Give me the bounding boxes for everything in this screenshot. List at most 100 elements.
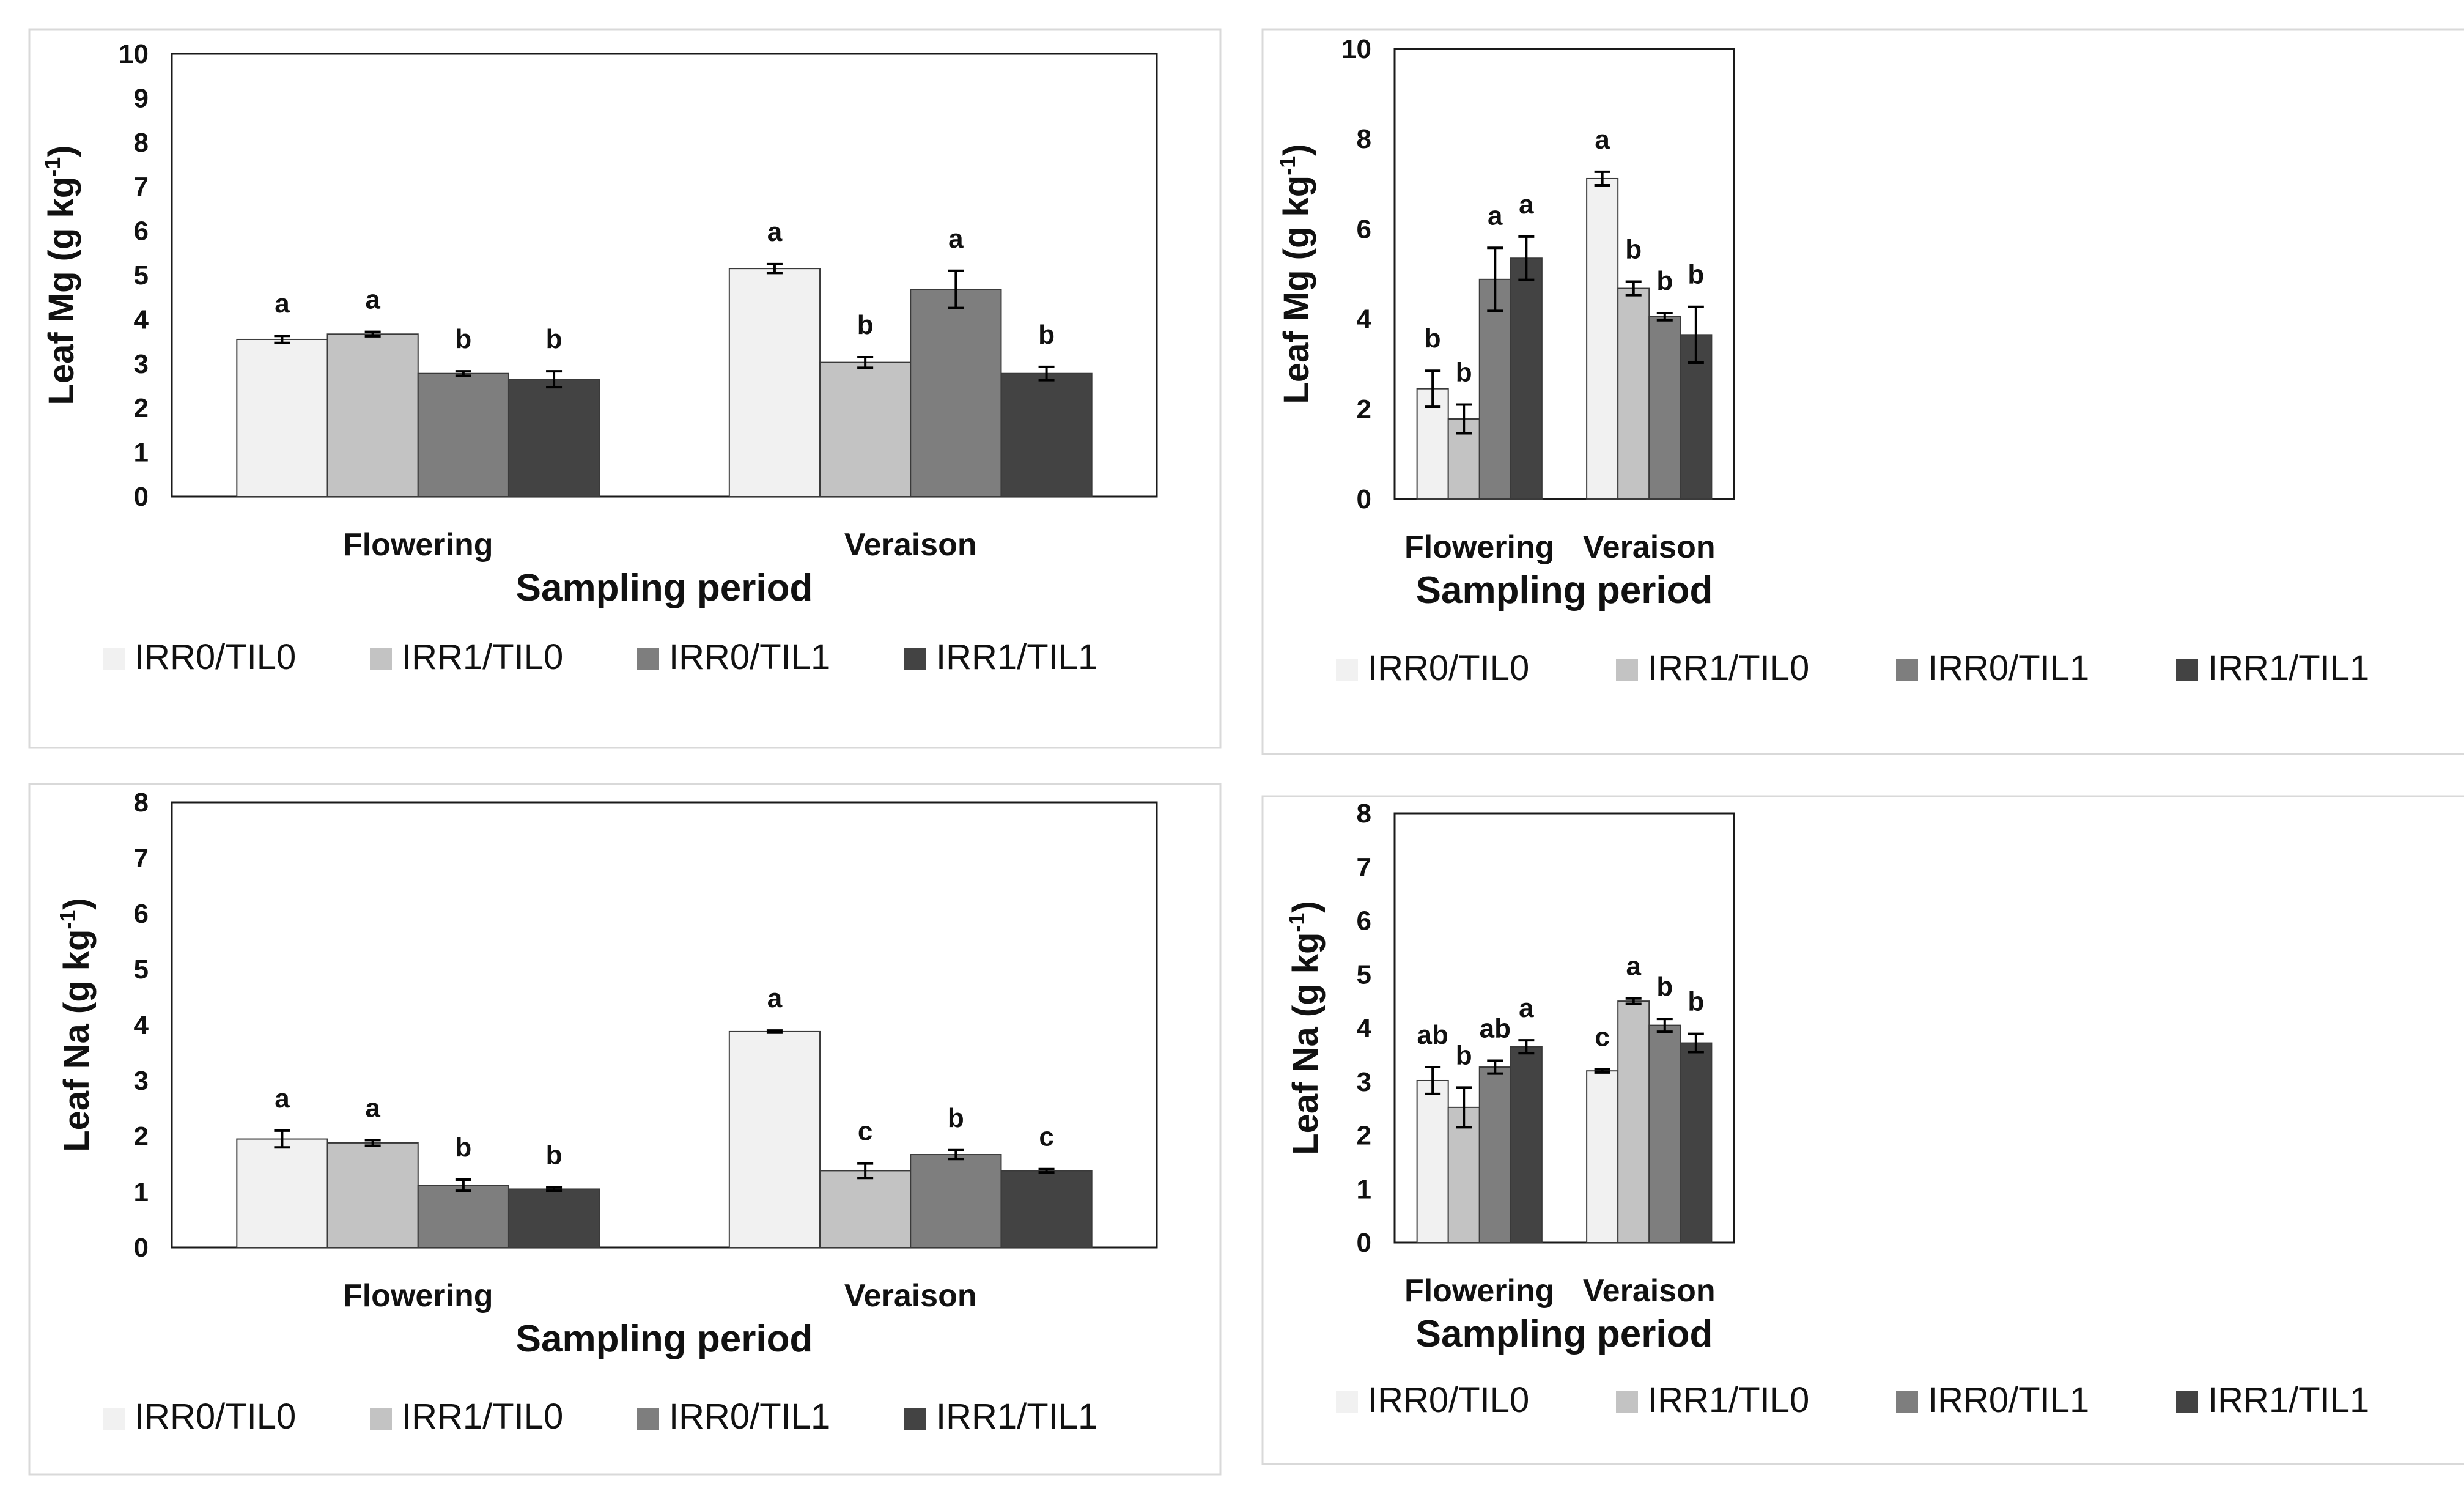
legend-label: IRR0/TIL0 [1368,648,1529,688]
bar-irr1-til0-veraison [1617,1000,1650,1243]
significance-letter: a [1519,190,1534,220]
bar-irr1-til0-veraison [1617,287,1650,500]
y-tick-label: 4 [134,1010,149,1040]
significance-letter: b [1456,357,1472,387]
legend-label: IRR0/TIL1 [1928,648,2089,688]
significance-letter: a [365,1093,380,1123]
bar-irr1-til1-flowering [1510,1046,1543,1244]
legend-swatch [2176,1391,2198,1413]
bar-irr0-til1-flowering [1478,1066,1511,1243]
error-bar [948,269,964,309]
legend-label: IRR1/TIL1 [936,637,1097,677]
significance-letter: b [1425,323,1441,353]
significance-letter: c [858,1117,872,1147]
bar-irr0-til1-veraison [1648,1024,1681,1244]
bar-irr1-til0-veraison [819,1170,912,1249]
error-bar [1656,312,1673,322]
legend-label: IRR0/TIL0 [1368,1380,1529,1420]
significance-letter: a [1595,125,1610,155]
bar-irr1-til1-flowering [507,379,600,498]
significance-letter: c [1039,1122,1053,1152]
x-tick-label: Flowering [1404,1273,1555,1309]
bar-irr0-til1-veraison [910,289,1002,497]
bar-irr0-til1-veraison [910,1154,1002,1249]
y-tick-label: 0 [1357,484,1371,514]
bar-irr1-til1-flowering [1510,257,1543,500]
error-bar [546,1186,563,1192]
error-bar [1518,235,1535,281]
bar-irr0-til0-flowering [1416,1079,1449,1243]
plot-area [1393,48,1735,500]
error-bar [1594,1068,1610,1074]
bar-irr0-til0-flowering [236,1138,328,1249]
y-tick-label: 7 [134,843,149,873]
y-axis-title: Leaf Na (g kg-1) [55,898,97,1152]
bar-irr0-til0-flowering [236,338,328,497]
y-tick-label: 8 [134,128,149,158]
plot-area [171,801,1158,1249]
significance-letter: a [275,1084,290,1114]
error-bar [1625,280,1642,297]
error-bar [857,1162,874,1180]
y-tick-label: 0 [134,1233,149,1263]
significance-letter: b [1038,320,1055,350]
legend-swatch [370,1408,392,1430]
bar-irr0-til1-flowering [417,372,509,498]
y-tick-label: 10 [119,39,149,69]
legend-swatch [1336,659,1358,681]
bar-irr1-til0-flowering [326,333,419,497]
y-tick-label: 6 [1357,214,1371,244]
y-tick-label: 0 [1357,1228,1371,1258]
legend-label: IRR0/TIL0 [135,637,296,677]
legend-swatch [1896,1391,1918,1413]
y-tick-label: 2 [134,1122,149,1151]
x-tick-label: Flowering [343,527,493,563]
significance-letter: b [455,1133,471,1162]
error-bar [1425,369,1441,408]
bar-irr0-til0-veraison [1586,1070,1619,1243]
significance-letter: b [1688,260,1704,290]
significance-letter: b [546,1140,563,1170]
legend-swatch [103,1408,125,1430]
y-tick-label: 9 [134,83,149,113]
legend-label: IRR1/TIL1 [936,1397,1097,1436]
y-axis-title: Leaf Na (g kg-1) [1284,901,1326,1155]
bar-irr1-til0-flowering [326,1142,419,1249]
y-tick-label: 6 [134,899,149,929]
significance-letter: b [948,1103,964,1133]
y-axis-title: Leaf Mg (g kg-1) [40,145,81,405]
y-tick-label: 8 [1357,124,1371,154]
y-tick-label: 1 [134,1177,149,1207]
legend-label: IRR0/TIL1 [1928,1380,2089,1420]
legend-label: IRR0/TIL1 [669,637,830,677]
x-tick-label: Flowering [1404,530,1555,565]
legend-label: IRR1/TIL1 [2208,648,2369,688]
y-tick-label: 2 [1357,394,1371,424]
significance-letter: a [365,285,380,315]
significance-letter: b [1456,1040,1472,1070]
legend-swatch [103,648,125,670]
legend-label: IRR1/TIL0 [402,637,563,677]
x-axis-title: Sampling period [1416,1313,1713,1355]
y-tick-label: 8 [1357,799,1371,829]
legend-swatch [1616,659,1638,681]
legend-swatch [1336,1391,1358,1413]
panel-border [1261,28,2464,755]
y-axis-title: Leaf Mg (g kg-1) [1275,144,1316,404]
x-axis-title: Sampling period [516,1318,813,1360]
error-bar [274,335,290,344]
legend-swatch [1896,659,1918,681]
legend: IRR0/TIL0 IRR1/TIL0 IRR0/TIL1 IRR1/TIL1 [103,1397,1097,1436]
error-bar [1656,1018,1673,1033]
bar-irr1-til1-veraison [1680,1042,1713,1243]
y-tick-label: 1 [1357,1174,1371,1204]
error-bar [274,1129,290,1149]
y-tick-label: 7 [1357,852,1371,882]
error-bar [766,262,783,275]
legend-label: IRR0/TIL0 [135,1397,296,1436]
error-bar [1688,1032,1704,1054]
significance-letter: a [1519,993,1534,1023]
y-tick-label: 4 [1357,305,1372,335]
